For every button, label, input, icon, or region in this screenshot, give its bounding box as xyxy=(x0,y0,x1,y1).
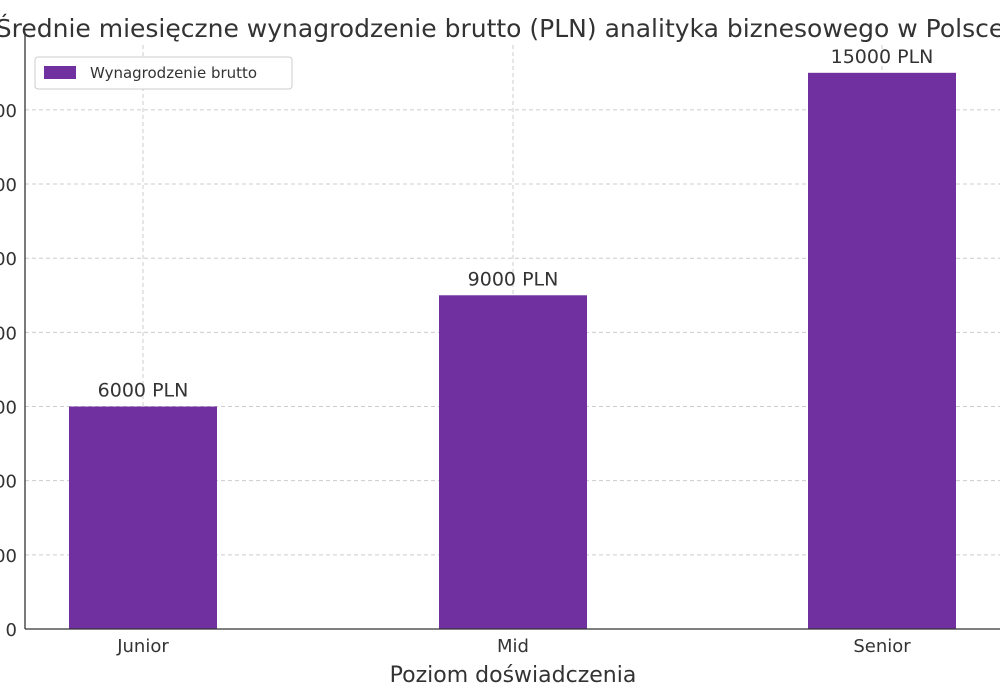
y-tick-label: 12000 xyxy=(0,175,17,196)
bar-data-label: 6000 PLN xyxy=(98,380,189,402)
x-ticks: Junior Mid Senior xyxy=(116,636,911,657)
x-axis-label: Poziom doświadczenia xyxy=(390,663,637,688)
x-tick-label: Junior xyxy=(116,636,169,657)
y-tick-label: 10000 xyxy=(0,249,17,270)
y-tick-label: 2000 xyxy=(0,546,17,567)
y-tick-label: 0 xyxy=(6,620,17,641)
y-tick-label: 8000 xyxy=(0,323,17,344)
bar-mid xyxy=(439,295,587,629)
legend-box xyxy=(34,56,293,90)
legend-swatch xyxy=(44,66,76,79)
y-tick-label: 14000 xyxy=(0,101,17,122)
bar-senior xyxy=(808,72,956,630)
x-tick-label: Senior xyxy=(853,636,911,657)
legend: Wynagrodzenie brutto xyxy=(34,56,293,90)
bar-data-label: 9000 PLN xyxy=(468,268,559,290)
bar-junior xyxy=(69,406,217,629)
legend-entry: Wynagrodzenie brutto xyxy=(90,64,257,82)
y-tick-label: 6000 xyxy=(0,398,17,419)
bar-data-label: 15000 PLN xyxy=(831,46,934,68)
bar-labels: 6000 PLN 9000 PLN 15000 PLN xyxy=(98,46,934,402)
y-ticks: 0 2000 4000 6000 8000 10000 12000 14000 xyxy=(0,101,17,641)
chart-title: Średnie miesięczne wynagrodzenie brutto … xyxy=(0,13,1000,43)
x-tick-label: Mid xyxy=(497,636,529,657)
bars xyxy=(69,72,956,630)
y-tick-label: 4000 xyxy=(0,472,17,493)
